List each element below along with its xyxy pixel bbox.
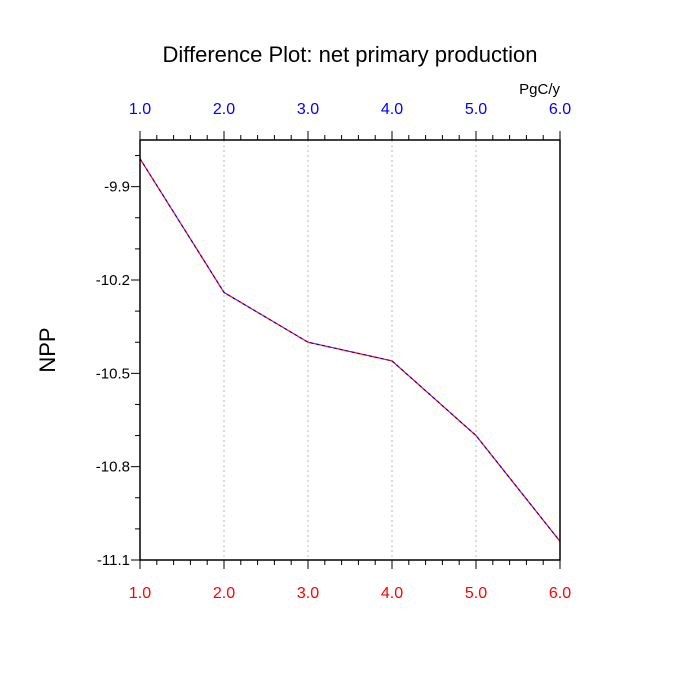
x-tick-label-bottom: 1.0 [129,585,151,602]
x-tick-label-top: 5.0 [465,101,487,118]
y-tick-label: -11.1 [97,552,130,569]
chart-title: Difference Plot: net primary production [163,42,538,67]
y-tick-label: -9.9 [104,179,130,196]
series-lines [139,158,561,542]
tick-marks [131,131,561,569]
y-tick-label: -10.5 [96,365,130,382]
units-label: PgC/y [519,81,560,98]
x-tick-label-top: 6.0 [549,101,571,118]
y-tick-label: -10.8 [96,459,130,476]
grid-lines [223,140,477,560]
series-line-red [139,158,561,542]
x-tick-label-top: 4.0 [381,101,403,118]
x-tick-label-bottom: 6.0 [549,585,571,602]
x-tick-label-top: 2.0 [213,101,235,118]
axes [139,139,561,561]
y-tick-label: -10.2 [96,272,130,289]
x-tick-label-top: 3.0 [297,101,319,118]
x-tick-label-bottom: 4.0 [381,585,403,602]
x-tick-label-bottom: 3.0 [297,585,319,602]
y-axis-label: NPP [35,327,60,372]
series-line-blue [139,158,561,542]
x-tick-label-top: 1.0 [129,101,151,118]
x-tick-label-bottom: 5.0 [465,585,487,602]
plot-frame [139,139,561,561]
x-tick-label-bottom: 2.0 [213,585,235,602]
tick-labels: -9.9 -10.2 -10.5 -10.8 -11.1 1.0 1.0 2.0 2.0 3.0 3… [96,101,571,602]
